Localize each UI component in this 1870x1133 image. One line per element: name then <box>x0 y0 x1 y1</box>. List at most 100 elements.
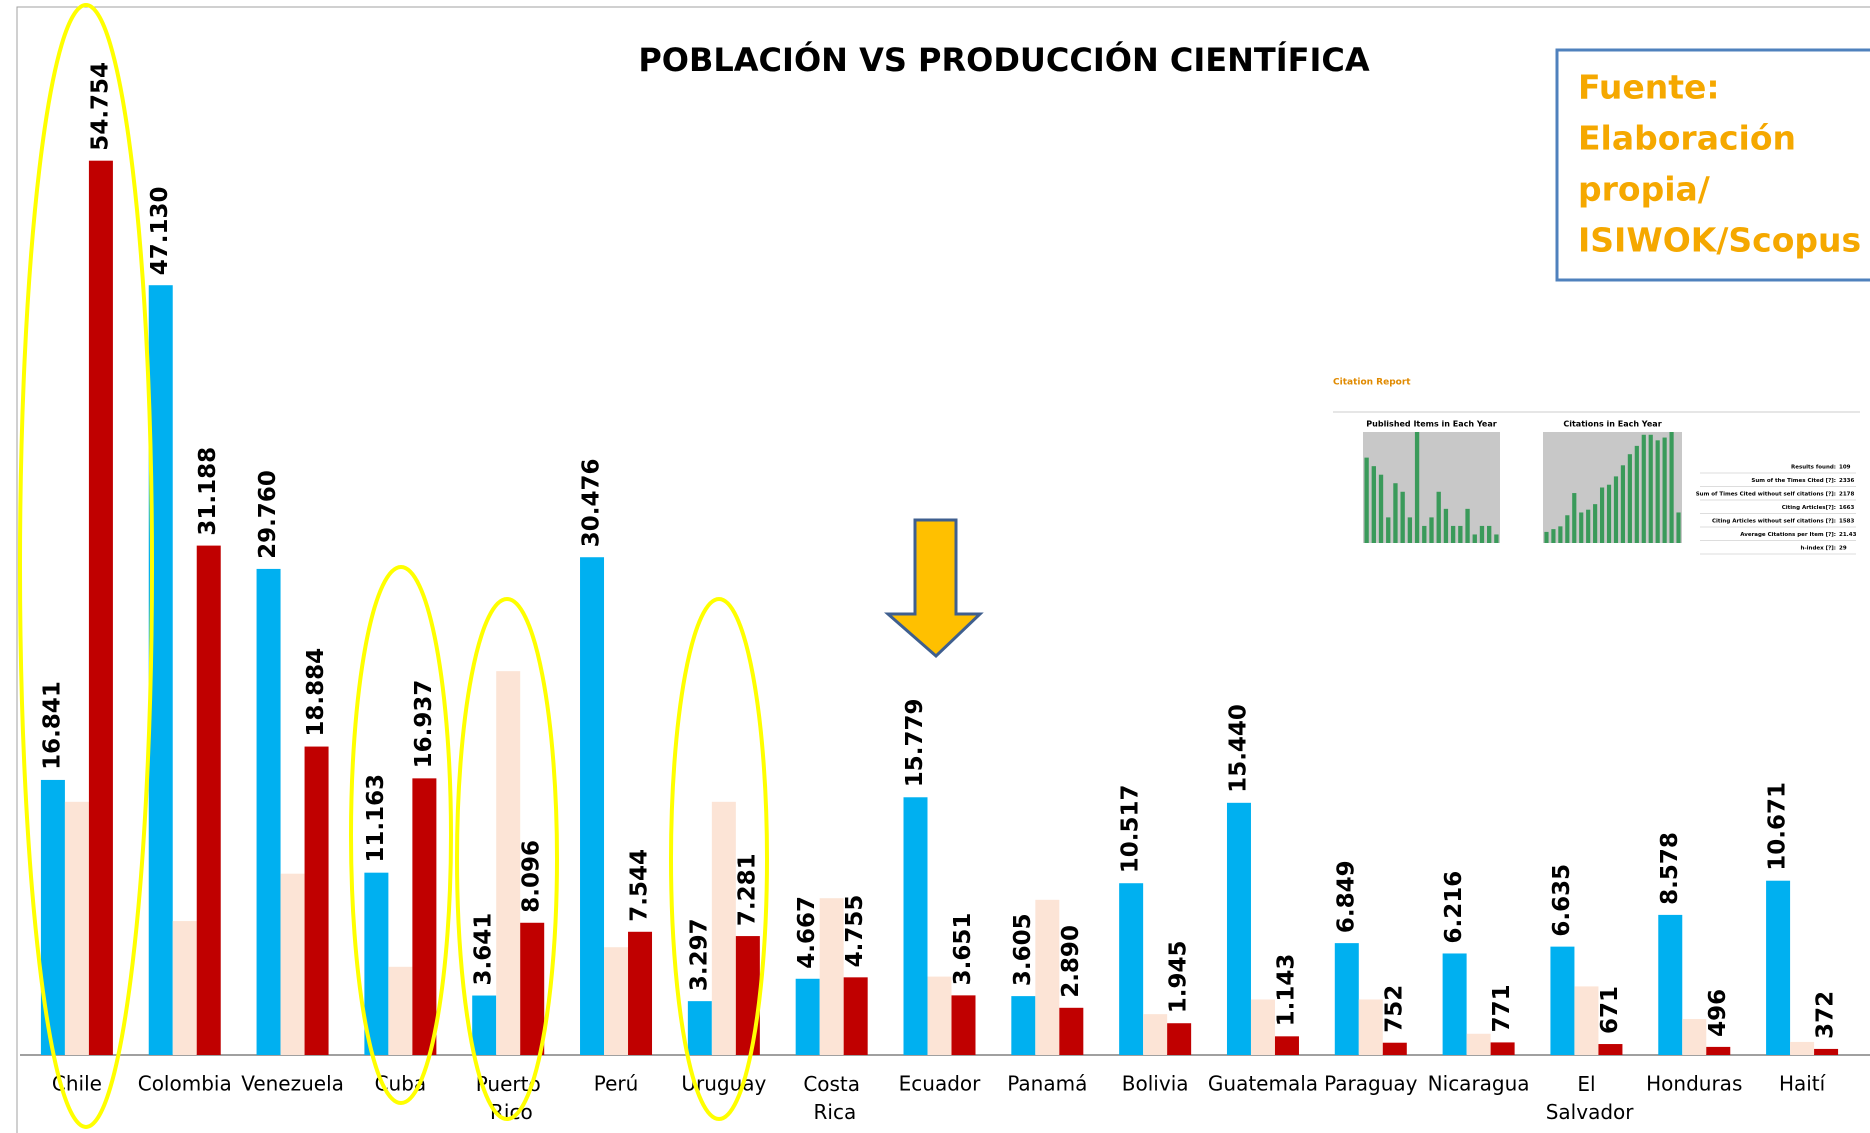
data-label: 671 <box>1597 986 1623 1034</box>
inset-bar <box>1544 531 1549 543</box>
source-box <box>1555 48 1870 282</box>
x-tick-label: Guatemala <box>1208 1072 1318 1096</box>
inset-bar <box>1487 525 1492 543</box>
data-label: 7.544 <box>627 849 653 922</box>
bar <box>1274 1036 1299 1055</box>
data-label: 15.779 <box>902 699 928 788</box>
inset-bar <box>1655 440 1660 543</box>
x-tick-label: Colombia <box>138 1072 232 1096</box>
bar <box>604 947 629 1055</box>
inset-bar <box>1606 484 1612 543</box>
data-label: 496 <box>1705 989 1731 1037</box>
source-line: ISIWOK/Scopus <box>1578 221 1861 260</box>
inset-bar <box>1613 476 1619 543</box>
bar <box>1598 1044 1623 1055</box>
x-tick-label: Costa Rica <box>803 1072 860 1124</box>
data-label: 31.188 <box>195 447 221 536</box>
bar <box>927 976 952 1055</box>
data-label: 11.163 <box>363 774 389 863</box>
x-tick-label: Haití <box>1779 1072 1827 1096</box>
bar <box>1550 946 1575 1055</box>
data-label: 30.476 <box>579 458 605 547</box>
bar <box>1442 953 1467 1055</box>
data-label: 4.667 <box>794 896 820 969</box>
bar <box>1011 996 1036 1055</box>
bar <box>580 557 605 1055</box>
chart-title: POBLACIÓN VS PRODUCCIÓN CIENTÍFICA <box>638 40 1370 79</box>
data-label: 372 <box>1813 991 1839 1039</box>
bar <box>172 921 197 1055</box>
inset-bar <box>1414 432 1420 543</box>
data-label: 2.890 <box>1058 925 1084 998</box>
inset-bar <box>1479 525 1485 543</box>
inset-bar <box>1627 454 1632 543</box>
data-label: 10.517 <box>1118 784 1144 873</box>
bar <box>903 797 928 1055</box>
x-tick-label: Paraguay <box>1324 1072 1418 1096</box>
data-label: 15.440 <box>1225 704 1251 793</box>
inset-chart-title: Published Items in Each Year <box>1366 420 1496 429</box>
bar <box>1814 1048 1839 1055</box>
highlight-ellipse <box>18 3 154 1129</box>
inset-bar <box>1648 434 1653 543</box>
inset-bar <box>1586 509 1591 543</box>
inset-bar <box>1436 491 1441 543</box>
inset-bar <box>1494 534 1499 543</box>
inset-stat-label: Sum of the Times Cited [?]: <box>1751 478 1836 484</box>
bar <box>1766 880 1791 1055</box>
bar <box>64 801 89 1055</box>
bar <box>711 801 736 1055</box>
inset-stat-label: Average Citations per Item [?]: <box>1740 532 1836 538</box>
x-tick-label: El Salvador <box>1539 1072 1634 1124</box>
bar <box>304 746 329 1055</box>
bar <box>795 978 820 1055</box>
source-note: Fuente: Elaboración propia/ISIWOK/Scopus <box>1578 68 1861 260</box>
inset-bar <box>1407 517 1413 543</box>
data-label: 18.884 <box>303 648 329 737</box>
x-tick-label: Ecuador <box>899 1072 981 1096</box>
data-label: 6.635 <box>1549 864 1575 937</box>
inset-stat-value: 21.43 <box>1839 532 1857 538</box>
bar <box>1466 1033 1491 1055</box>
inset-bar <box>1386 517 1391 543</box>
data-label: 3.651 <box>950 913 976 986</box>
inset-bar <box>1364 457 1369 543</box>
bar <box>1059 1007 1084 1055</box>
inset-bar <box>1662 437 1667 543</box>
inset-bar <box>1400 491 1405 543</box>
highlight-ellipse <box>455 597 559 1121</box>
data-label: 752 <box>1381 985 1407 1033</box>
highlight-ellipse <box>349 565 453 1105</box>
x-tick-label: Honduras <box>1646 1072 1742 1096</box>
inset-stat-label: Results found: <box>1791 465 1836 471</box>
bar <box>1358 999 1383 1055</box>
bar <box>520 922 545 1055</box>
bar <box>1250 999 1275 1055</box>
inset-bar <box>1593 504 1598 543</box>
inset-title: Citation Report <box>1333 378 1411 388</box>
bar <box>1143 1014 1168 1055</box>
inset-bar <box>1599 487 1605 543</box>
bar <box>1790 1041 1815 1055</box>
inset-stat-value: 1663 <box>1839 505 1854 511</box>
bar <box>628 931 653 1055</box>
bar <box>1574 986 1599 1055</box>
bar <box>1119 883 1144 1055</box>
inset-bar <box>1429 517 1434 543</box>
inset-stat-label: Sum of Times Cited without self citation… <box>1696 492 1836 498</box>
plot: Chile16.84154.754Colombia47.13031.188Ven… <box>39 62 1838 1124</box>
bar <box>472 995 497 1055</box>
bar <box>819 898 844 1055</box>
inset-bar <box>1620 465 1626 543</box>
inset-screenshot: Citation Report Published Items in Each … <box>1330 373 1860 584</box>
bar <box>364 872 389 1055</box>
inset-stat-label: h-index [?]: <box>1800 546 1836 552</box>
data-label: 10.671 <box>1765 782 1791 871</box>
source-line: propia/ <box>1578 170 1711 209</box>
bar <box>88 160 113 1055</box>
data-label: 6.849 <box>1333 860 1359 933</box>
inset-bar <box>1371 466 1376 543</box>
x-tick-label: Bolivia <box>1122 1072 1189 1096</box>
inset-chart-title: Citations in Each Year <box>1563 420 1661 429</box>
